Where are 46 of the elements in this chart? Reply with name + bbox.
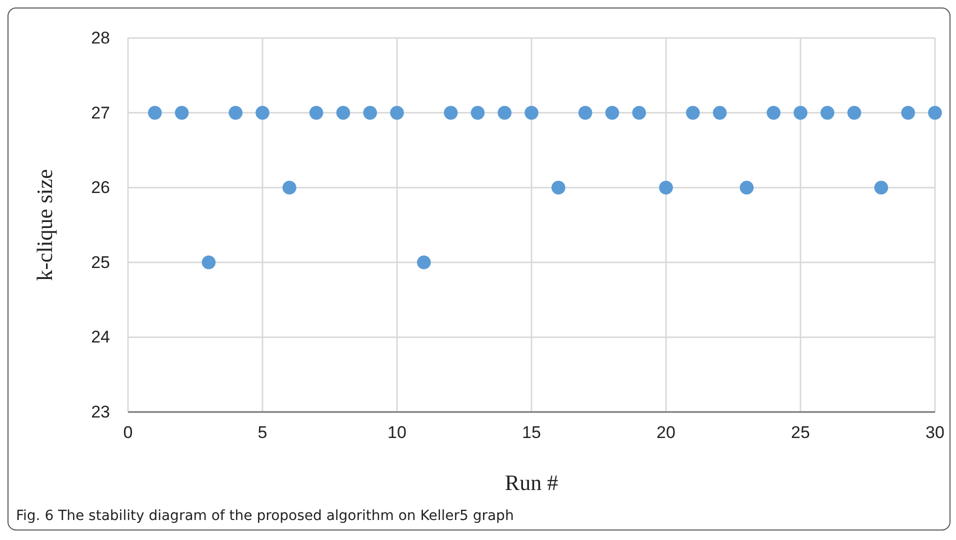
point	[847, 106, 862, 120]
point	[202, 256, 216, 270]
point	[740, 180, 754, 194]
y-axis-title: k-clique size	[32, 169, 57, 281]
point	[148, 106, 162, 120]
point	[578, 106, 592, 120]
point	[444, 106, 458, 120]
x-tick-label: 20	[656, 423, 676, 442]
x-tick-label: 0	[123, 423, 133, 442]
point	[309, 106, 324, 120]
point	[336, 106, 350, 120]
point	[282, 180, 296, 194]
x-tick-label: 25	[791, 423, 810, 442]
point	[228, 106, 243, 120]
point	[820, 106, 834, 120]
point	[766, 106, 781, 120]
y-tick-label: 26	[91, 178, 110, 198]
point	[524, 106, 538, 120]
point	[712, 106, 727, 120]
point	[659, 180, 673, 194]
point	[901, 106, 916, 120]
point	[174, 106, 189, 120]
point	[416, 256, 431, 270]
point	[551, 180, 566, 194]
point	[928, 106, 942, 120]
point	[874, 180, 888, 194]
y-tick-label: 25	[91, 252, 110, 272]
point	[605, 106, 620, 120]
point	[256, 106, 270, 120]
y-tick-label: 28	[91, 28, 110, 48]
caption: Fig. 6 The stability diagram of the proposed algorithm on Keller5 graph	[16, 508, 514, 524]
point	[390, 106, 404, 120]
point	[470, 106, 485, 120]
point	[794, 106, 808, 120]
point	[498, 106, 512, 120]
y-tick-label: 27	[91, 103, 110, 122]
point	[632, 106, 646, 120]
y-tick-label: 24	[91, 328, 110, 347]
point	[686, 106, 700, 120]
x-tick-label: 5	[258, 423, 268, 442]
x-tick-label: 15	[522, 423, 541, 442]
point	[363, 106, 378, 120]
x-tick-label: 30	[926, 423, 944, 442]
x-axis-title: Run #	[504, 470, 558, 495]
x-tick-label: 10	[388, 423, 406, 442]
y-tick-label: 23	[91, 402, 110, 422]
